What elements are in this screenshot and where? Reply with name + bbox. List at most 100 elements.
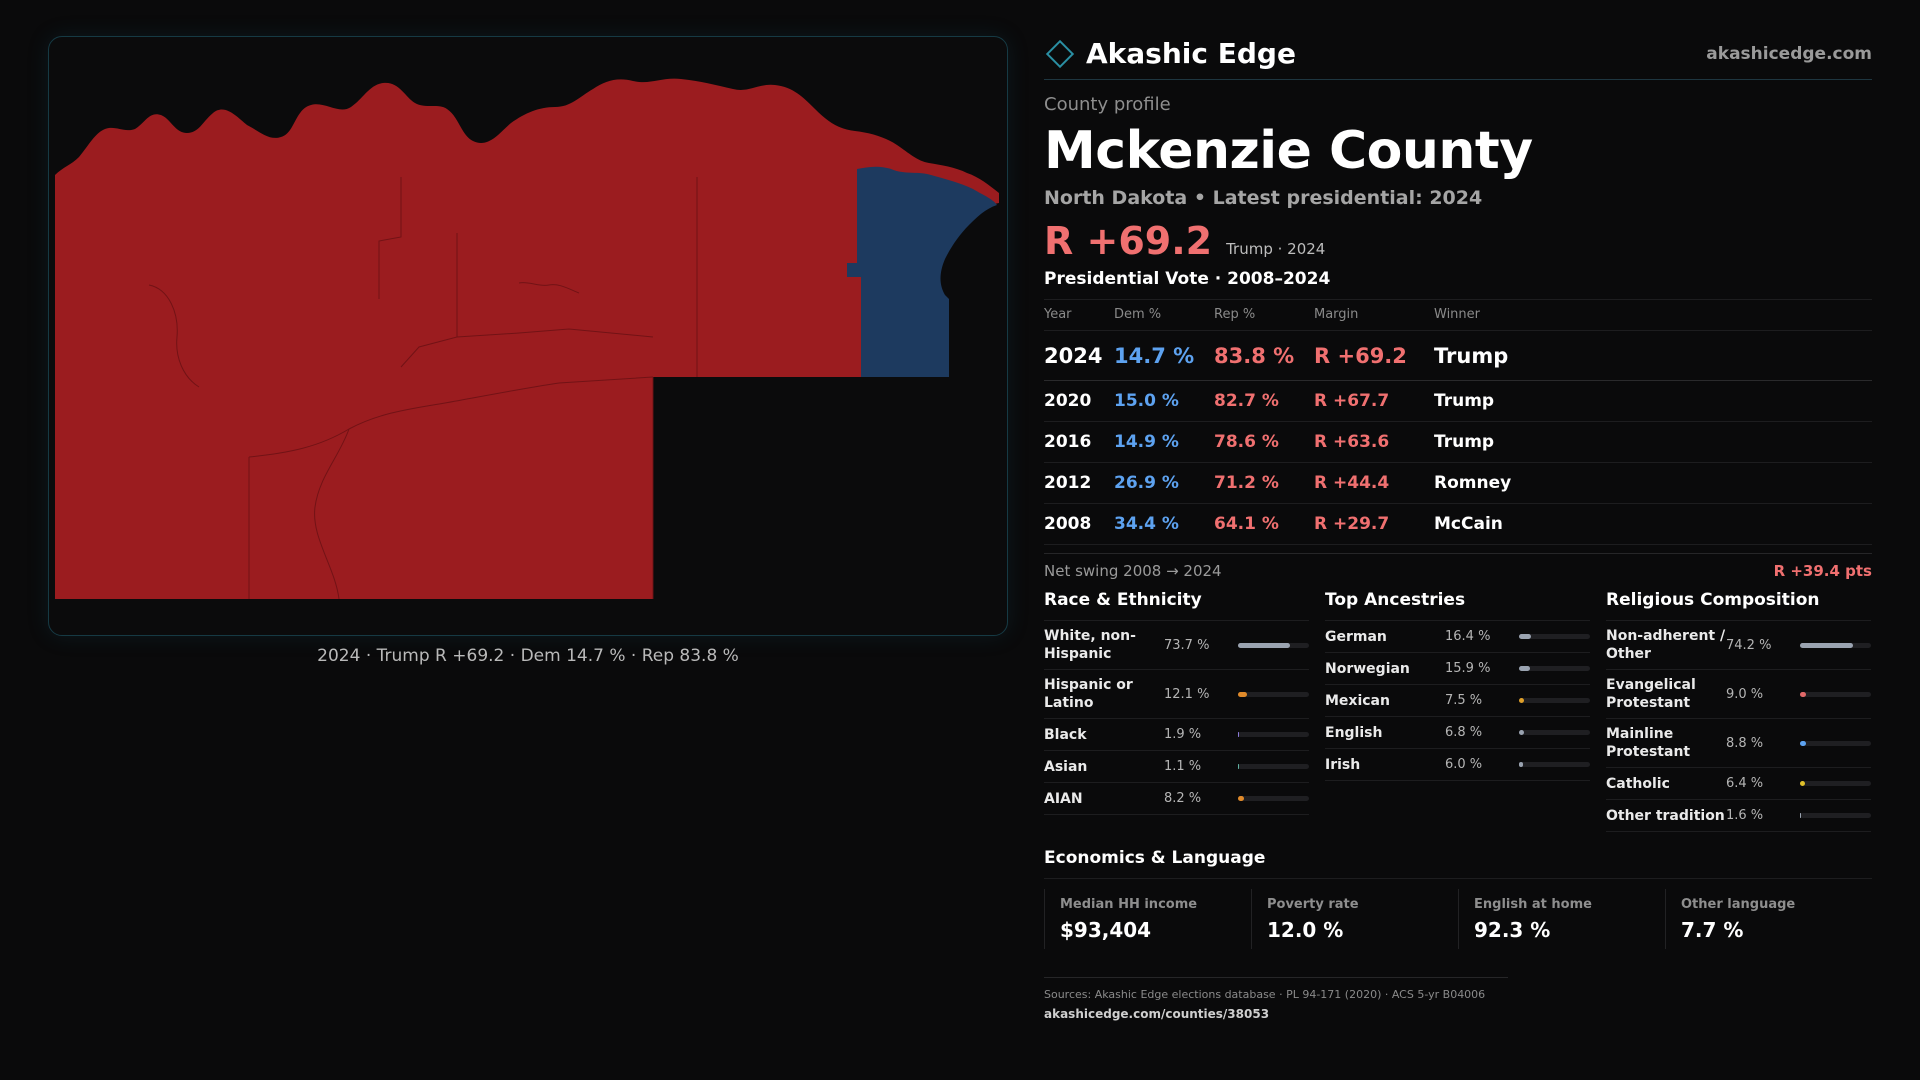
- list-item: White, non-Hispanic 73.7 %: [1044, 621, 1309, 670]
- net-swing-value: R +39.4 pts: [1773, 562, 1872, 580]
- brand-header: Akashic Edge akashicedge.com: [1044, 34, 1872, 80]
- econ-card-english: English at home 92.3 %: [1458, 889, 1665, 949]
- item-label: Irish: [1325, 756, 1361, 773]
- county-map-svg: [55, 78, 999, 600]
- county-profile-panel: Akashic Edge akashicedge.com County prof…: [1044, 34, 1872, 1021]
- item-label: AIAN: [1044, 790, 1083, 807]
- religion-list: Non-adherent / Other 74.2 % Evangelical Pr…: [1606, 621, 1871, 832]
- race-ethnicity-section: Race & Ethnicity White, non-Hispanic 73.7…: [1044, 590, 1309, 832]
- list-item: Norwegian 15.9 %: [1325, 653, 1590, 685]
- header-margin: Margin: [1314, 300, 1434, 331]
- row-year: 2016: [1044, 421, 1114, 463]
- item-bar-track: [1238, 764, 1309, 769]
- item-percent: 73.7 %: [1164, 637, 1210, 653]
- item-percent: 8.2 %: [1164, 791, 1202, 806]
- econ-label: Median HH income: [1060, 897, 1198, 912]
- row-rep: 71.2 %: [1214, 462, 1314, 504]
- demographics-grid: Race & Ethnicity White, non-Hispanic 73.7…: [1044, 590, 1872, 832]
- item-percent: 12.1 %: [1164, 686, 1210, 702]
- item-bar-track: [1519, 666, 1590, 671]
- item-label: English: [1325, 724, 1383, 741]
- item-bar-track: [1519, 762, 1590, 767]
- county-map[interactable]: [48, 36, 1008, 636]
- header-rep: Rep %: [1214, 300, 1314, 331]
- item-bar-fill: [1238, 732, 1240, 737]
- item-bar-fill: [1519, 634, 1531, 639]
- map-caption: 2024 · Trump R +69.2 · Dem 14.7 % · Rep …: [317, 646, 739, 666]
- list-item: Catholic 6.4 %: [1606, 768, 1871, 800]
- item-bar-fill: [1800, 691, 1807, 697]
- page-title: Mckenzie County: [1044, 121, 1533, 181]
- item-percent: 6.8 %: [1445, 725, 1483, 740]
- item-bar-fill: [1238, 796, 1244, 801]
- item-percent: 9.0 %: [1726, 686, 1764, 702]
- item-percent: 7.5 %: [1445, 693, 1483, 708]
- item-bar-track: [1519, 698, 1590, 703]
- row-rep: 82.7 %: [1214, 380, 1314, 422]
- item-label: Evangelical Protestant: [1606, 677, 1696, 711]
- list-item: Irish 6.0 %: [1325, 749, 1590, 781]
- item-percent: 1.6 %: [1726, 808, 1764, 823]
- economics-grid: Median HH income $93,404 Poverty rate 12…: [1044, 889, 1872, 949]
- item-bar-fill: [1238, 764, 1239, 769]
- profile-eyebrow: County profile: [1044, 94, 1171, 115]
- list-item: Black 1.9 %: [1044, 719, 1309, 751]
- table-row: 2020 15.0 % 82.7 % R +67.7 Trump: [1044, 380, 1872, 422]
- header-year: Year: [1044, 300, 1114, 331]
- row-year: 2012: [1044, 462, 1114, 504]
- item-bar-fill: [1800, 813, 1802, 818]
- table-row: 2016 14.9 % 78.6 % R +63.6 Trump: [1044, 421, 1872, 463]
- item-bar-fill: [1519, 698, 1525, 703]
- item-bar-track: [1238, 691, 1309, 697]
- profile-subtitle: North Dakota • Latest presidential: 2024: [1044, 187, 1483, 209]
- presidential-vote-title: Presidential Vote · 2008–2024: [1044, 269, 1872, 300]
- sources-url-link[interactable]: akashicedge.com/counties/38053: [1044, 1007, 1270, 1021]
- subdivision-lines: [148, 177, 698, 600]
- item-label: Norwegian: [1325, 660, 1410, 677]
- item-bar-fill: [1238, 691, 1247, 697]
- list-item: AIAN 8.2 %: [1044, 783, 1309, 815]
- item-label: Non-adherent / Other: [1606, 628, 1726, 662]
- item-bar-track: [1238, 732, 1309, 737]
- latest-margin-note: Trump · 2024: [1226, 240, 1326, 258]
- row-dem: 14.9 %: [1114, 421, 1214, 463]
- item-label: Catholic: [1606, 775, 1670, 792]
- row-margin: R +63.6: [1314, 421, 1434, 463]
- item-bar-track: [1800, 813, 1871, 818]
- item-label: Black: [1044, 726, 1087, 743]
- list-item: Evangelical Protestant 9.0 %: [1606, 670, 1871, 719]
- net-swing-label: Net swing 2008 → 2024: [1044, 562, 1222, 580]
- item-bar-track: [1800, 691, 1871, 697]
- dem-region[interactable]: [847, 166, 997, 377]
- row-margin: R +44.4: [1314, 462, 1434, 504]
- row-margin: R +69.2: [1314, 330, 1434, 381]
- ancestry-title: Top Ancestries: [1325, 590, 1590, 621]
- list-item: Non-adherent / Other 74.2 %: [1606, 621, 1871, 670]
- rep-region[interactable]: [55, 78, 999, 599]
- row-rep: 78.6 %: [1214, 421, 1314, 463]
- econ-card-other-language: Other language 7.7 %: [1665, 889, 1872, 949]
- item-bar-fill: [1800, 781, 1805, 786]
- list-item: Other tradition 1.6 %: [1606, 800, 1871, 832]
- item-bar-fill: [1519, 730, 1524, 735]
- brand-url-link[interactable]: akashicedge.com: [1706, 43, 1872, 64]
- diamond-logo-icon: [1045, 39, 1075, 68]
- list-item: English 6.8 %: [1325, 717, 1590, 749]
- row-year: 2008: [1044, 503, 1114, 545]
- item-percent: 1.9 %: [1164, 727, 1202, 742]
- table-row: 2024 14.7 % 83.8 % R +69.2 Trump: [1044, 330, 1872, 381]
- row-rep: 64.1 %: [1214, 503, 1314, 545]
- table-row: 2008 34.4 % 64.1 % R +29.7 McCain: [1044, 503, 1872, 545]
- ancestry-section: Top Ancestries German 16.4 % Norwegian 15.9…: [1325, 590, 1590, 832]
- latest-margin: R +69.2 Trump · 2024: [1044, 219, 1872, 263]
- item-bar-track: [1238, 642, 1309, 648]
- list-item: Mexican 7.5 %: [1325, 685, 1590, 717]
- brand[interactable]: Akashic Edge: [1044, 37, 1296, 70]
- list-item: German 16.4 %: [1325, 621, 1590, 653]
- net-swing: Net swing 2008 → 2024 R +39.4 pts: [1044, 553, 1872, 580]
- econ-label: Poverty rate: [1267, 897, 1359, 912]
- item-percent: 16.4 %: [1445, 629, 1491, 644]
- race-ethnicity-title: Race & Ethnicity: [1044, 590, 1309, 621]
- econ-value: $93,404: [1060, 918, 1152, 942]
- economics-title: Economics & Language: [1044, 848, 1872, 879]
